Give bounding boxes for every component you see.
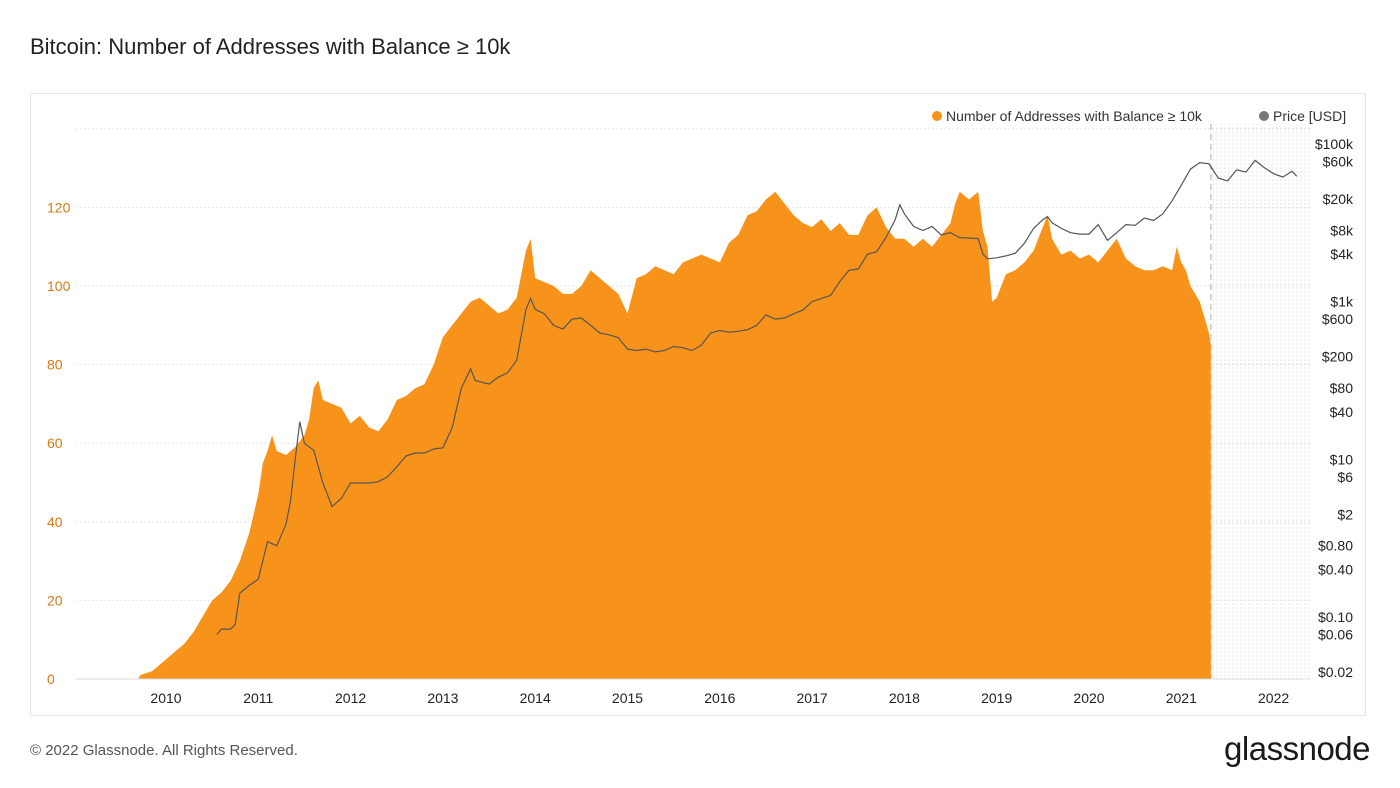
addresses-area (78, 191, 1211, 679)
price-line (216, 159, 1298, 635)
left-axis-tick-label: 120 (47, 199, 71, 215)
x-axis: 2010 2011 2012 2013 2014 2015 2016 2017 2018 2019… (76, 678, 1311, 706)
x-axis-tick-label: 2015 (612, 690, 643, 706)
projection-shading (1210, 124, 1311, 679)
x-axis-tick-label: 2016 (704, 690, 735, 706)
right-axis-tick-label: $10 (1330, 451, 1354, 467)
right-axis-tick-label: $200 (1322, 349, 1353, 365)
right-axis-tick-label: $0.10 (1318, 609, 1353, 625)
x-axis-tick-label: 2018 (889, 690, 920, 706)
right-axis-tick-label: $2 (1337, 506, 1353, 522)
chart-title: Bitcoin: Number of Addresses with Balanc… (30, 34, 511, 59)
price-line-series (216, 159, 1298, 635)
legend-label-addresses[interactable]: Number of Addresses with Balance ≥ 10k (946, 108, 1203, 124)
x-axis-tick-label: 2010 (150, 690, 181, 706)
addresses-area-series (78, 191, 1211, 679)
x-axis-tick-label: 2020 (1073, 690, 1104, 706)
x-axis-tick-label: 2019 (981, 690, 1012, 706)
right-axis-tick-label: $100k (1315, 136, 1354, 152)
right-axis-tick-label: $0.40 (1318, 561, 1353, 577)
right-axis-tick-label: $6 (1337, 469, 1353, 485)
x-axis-tick-label: 2017 (797, 690, 828, 706)
x-axis-tick-label: 2014 (520, 690, 551, 706)
right-axis-tick-label: $20k (1323, 191, 1354, 207)
x-axis-tick-label: 2011 (243, 690, 273, 706)
left-axis-tick-label: 80 (47, 357, 63, 373)
legend-label-price[interactable]: Price [USD] (1273, 108, 1346, 124)
left-axis-tick-label: 60 (47, 435, 63, 451)
x-axis-tick-label: 2013 (427, 690, 458, 706)
projection-region (1210, 124, 1311, 679)
legend-marker-price (1259, 111, 1269, 121)
right-axis-tick-label: $8k (1330, 222, 1354, 238)
right-axis-tick-label: $4k (1330, 246, 1354, 262)
x-axis-tick-label: 2022 (1258, 690, 1289, 706)
right-axis-tick-label: $40 (1330, 404, 1354, 420)
legend-marker-addresses (932, 111, 942, 121)
chart-svg: 0 20 40 60 80 100 120 $0.02 $0.06$0.10 $0.40 $0.8… (47, 108, 1354, 706)
left-axis-tick-label: 20 (47, 592, 63, 608)
right-axis-tick-label: $80 (1330, 380, 1354, 396)
legend[interactable]: Number of Addresses with Balance ≥ 10k P… (932, 108, 1346, 124)
right-y-axis: $0.02 $0.06$0.10 $0.40 $0.80 $2 $6 $10 $40 $80 $2… (1315, 136, 1354, 680)
copyright-notice: © 2022 Glassnode. All Rights Reserved. (30, 742, 298, 759)
x-axis-tick-label: 2021 (1166, 690, 1197, 706)
x-axis-tick-label: 2012 (335, 690, 366, 706)
right-axis-tick-label: $0.80 (1318, 538, 1353, 554)
left-axis-tick-label: 100 (47, 278, 71, 294)
right-axis-tick-label: $0.02 (1318, 664, 1353, 680)
left-axis-tick-label: 0 (47, 671, 55, 687)
right-axis-tick-label: $60k (1323, 153, 1354, 169)
right-axis-tick-label: $0.06 (1318, 626, 1353, 642)
left-axis-tick-label: 40 (47, 514, 63, 530)
left-y-axis: 0 20 40 60 80 100 120 (47, 199, 71, 687)
chart-panel: 0 20 40 60 80 100 120 $0.02 $0.06 $0.10 $0.40 $0.8… (30, 93, 1366, 716)
right-axis-tick-label: $1k (1330, 294, 1354, 310)
right-axis-tick-label: $600 (1322, 311, 1353, 327)
brand-logo: glassnode (1224, 730, 1370, 767)
